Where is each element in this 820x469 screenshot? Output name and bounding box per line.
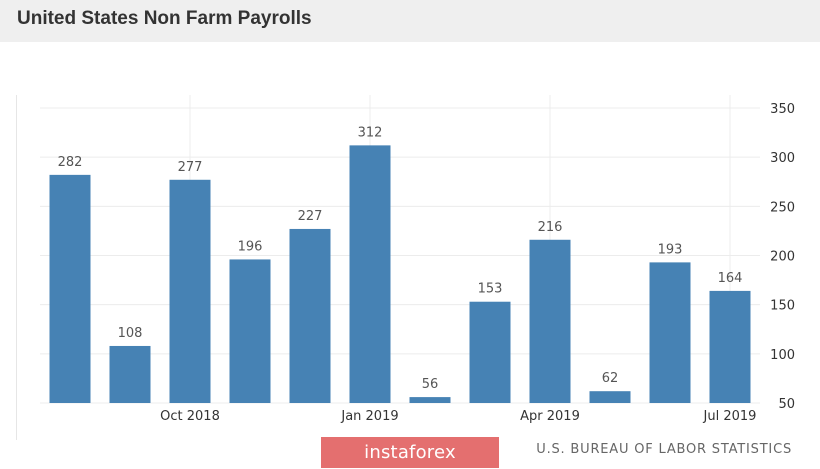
watermark-text: instaforex [364, 442, 456, 463]
bar [529, 239, 571, 403]
data-label: 153 [478, 282, 503, 297]
data-label: 62 [602, 371, 619, 386]
bar [409, 397, 451, 403]
y-tick-label: 100 [770, 348, 795, 363]
x-tick-label: Apr 2019 [520, 409, 580, 424]
x-tick-label: Jan 2019 [340, 409, 398, 424]
data-label: 164 [718, 271, 743, 286]
y-tick-label: 50 [778, 397, 795, 412]
data-label: 56 [422, 377, 439, 392]
data-label: 277 [178, 160, 203, 175]
data-label: 282 [58, 155, 83, 170]
x-tick-label: Oct 2018 [160, 409, 220, 424]
bar [469, 301, 511, 403]
y-tick-label: 250 [770, 200, 795, 215]
bars [49, 145, 751, 403]
chart-frame-edge [16, 95, 17, 440]
data-label: 108 [118, 326, 143, 341]
bar [229, 259, 271, 403]
watermark-badge: instaforex [321, 437, 499, 468]
bar [289, 228, 331, 403]
bar-chart: 282 108 277 196 227 312 56 153 216 62 193 164 50 100… [40, 95, 795, 424]
y-tick-label: 200 [770, 250, 795, 265]
bar [649, 262, 691, 403]
y-axis-ticks: 50 100 150 200 250 300 350 [770, 102, 795, 412]
bar [49, 174, 91, 403]
y-tick-label: 300 [770, 151, 795, 166]
chart-title: United States Non Farm Payrolls [17, 8, 312, 29]
bar [709, 290, 751, 403]
bar [589, 391, 631, 403]
bar [169, 179, 211, 403]
data-label: 216 [538, 220, 563, 235]
data-labels: 282 108 277 196 227 312 56 153 216 62 193 164 [58, 125, 743, 392]
source-label: U.S. BUREAU OF LABOR STATISTICS [536, 442, 792, 457]
bar [109, 345, 151, 403]
data-label: 227 [298, 209, 323, 224]
x-tick-label: Jul 2019 [703, 409, 757, 424]
x-axis-ticks: Oct 2018 Jan 2019 Apr 2019 Jul 2019 [160, 409, 756, 424]
title-bar: United States Non Farm Payrolls [0, 0, 820, 42]
data-label: 196 [238, 239, 263, 254]
bar [349, 145, 391, 403]
data-label: 193 [658, 242, 683, 257]
data-label: 312 [358, 125, 383, 140]
y-tick-label: 350 [770, 102, 795, 117]
y-tick-label: 150 [770, 299, 795, 314]
